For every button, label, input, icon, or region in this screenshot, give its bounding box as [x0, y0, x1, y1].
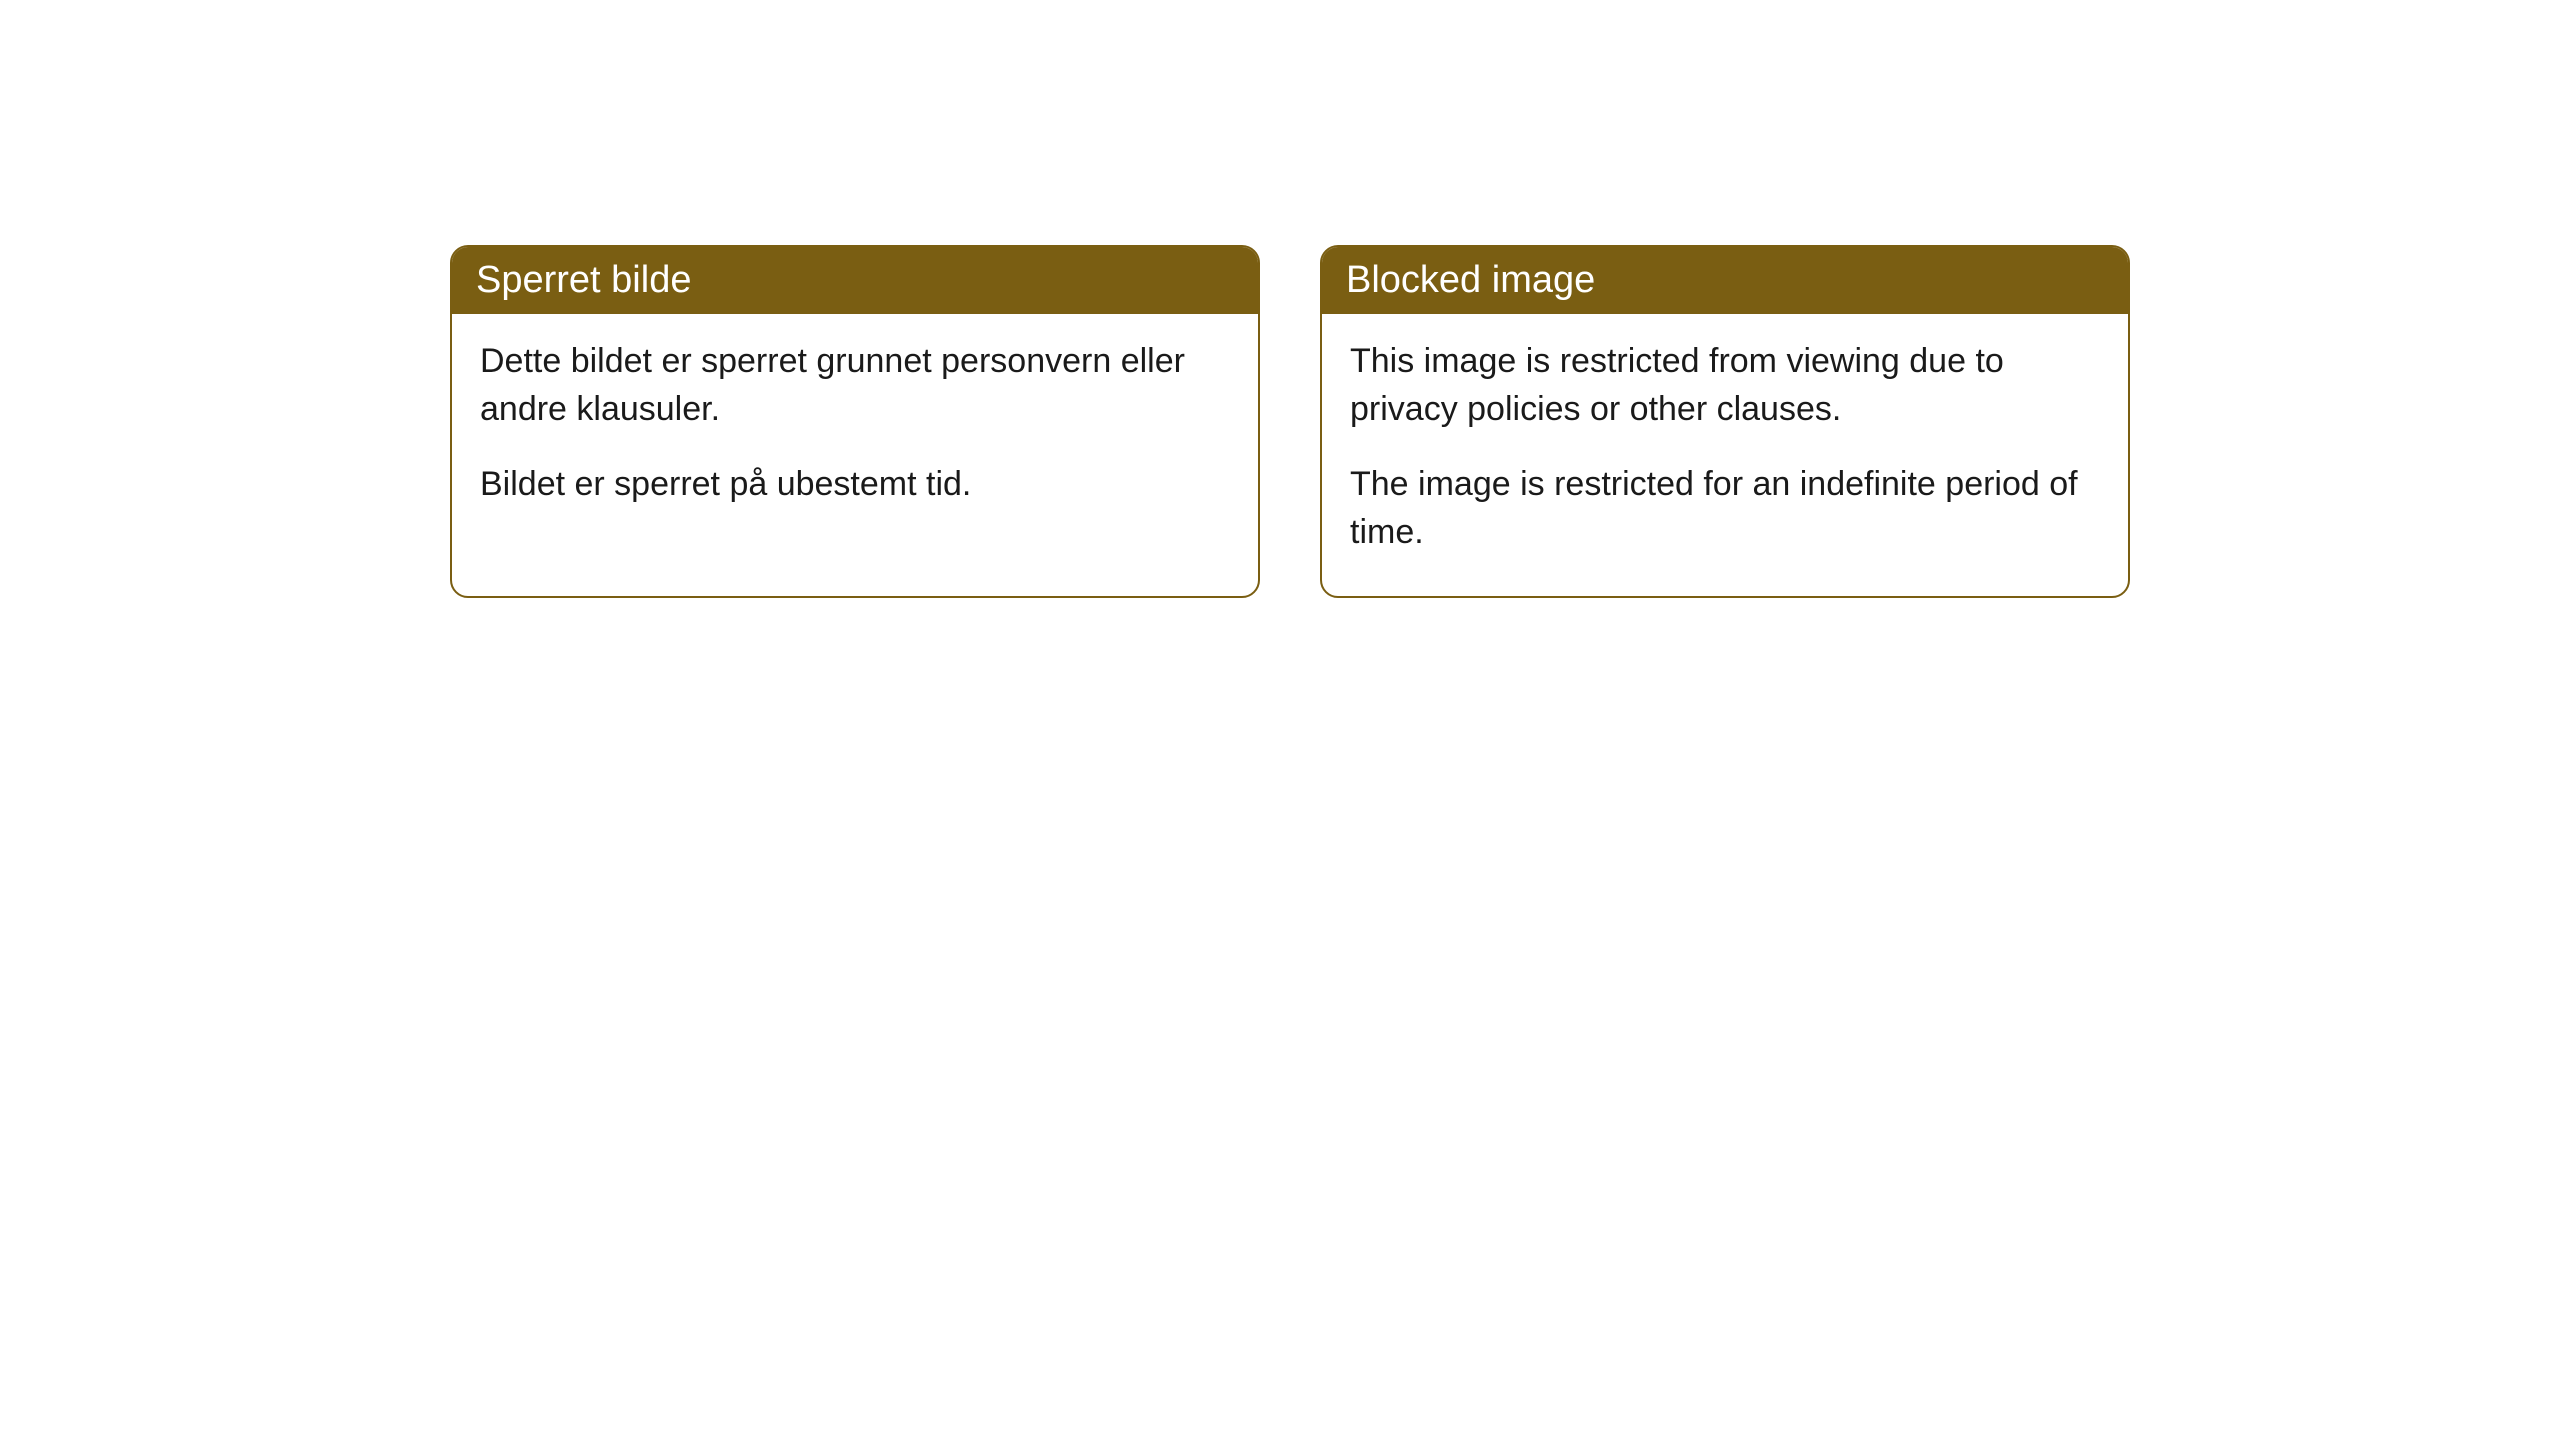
blocked-image-card-english: Blocked image This image is restricted f…: [1320, 245, 2130, 598]
notice-container: Sperret bilde Dette bildet er sperret gr…: [450, 245, 2130, 598]
card-paragraph-2-english: The image is restricted for an indefinit…: [1350, 461, 2100, 556]
card-title-english: Blocked image: [1346, 259, 1595, 301]
card-title-norwegian: Sperret bilde: [476, 259, 691, 301]
card-header-norwegian: Sperret bilde: [452, 247, 1258, 314]
card-paragraph-1-norwegian: Dette bildet er sperret grunnet personve…: [480, 338, 1230, 433]
card-paragraph-2-norwegian: Bildet er sperret på ubestemt tid.: [480, 461, 1230, 509]
card-paragraph-1-english: This image is restricted from viewing du…: [1350, 338, 2100, 433]
card-body-norwegian: Dette bildet er sperret grunnet personve…: [452, 314, 1258, 549]
blocked-image-card-norwegian: Sperret bilde Dette bildet er sperret gr…: [450, 245, 1260, 598]
card-body-english: This image is restricted from viewing du…: [1322, 314, 2128, 596]
card-header-english: Blocked image: [1322, 247, 2128, 314]
